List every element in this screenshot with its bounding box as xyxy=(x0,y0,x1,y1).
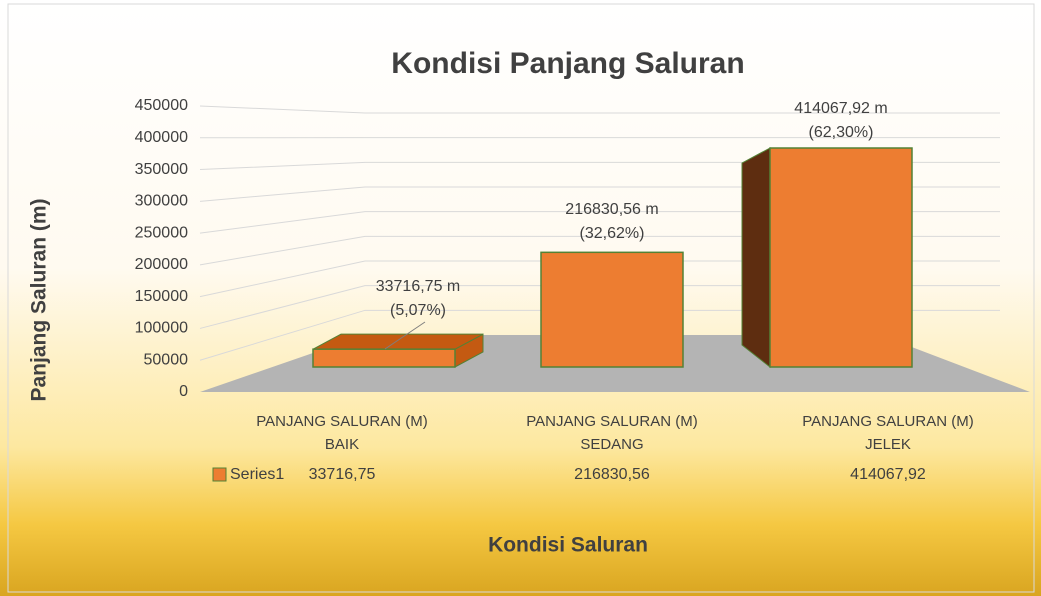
table-value: 216830,56 xyxy=(574,466,650,483)
bar-face xyxy=(312,348,456,368)
data-label: 414067,92 m (62,30%) xyxy=(794,100,888,141)
y-tick-label: 300000 xyxy=(135,193,188,210)
x-tick-label: PANJANG SALURAN (M) BAIK xyxy=(256,413,428,453)
bar xyxy=(741,147,913,369)
y-tick-label: 400000 xyxy=(135,129,188,146)
grid-line xyxy=(199,105,1000,114)
table-value: 33716,75 xyxy=(309,466,376,483)
y-tick-label: 100000 xyxy=(135,320,188,337)
x-tick-label: PANJANG SALURAN (M) SEDANG xyxy=(526,413,698,453)
table-value: 414067,92 xyxy=(850,466,926,483)
y-axis-title: Panjang Saluran (m) xyxy=(28,198,51,401)
y-tick-label: 350000 xyxy=(135,161,188,178)
bar xyxy=(540,251,684,368)
legend-swatch xyxy=(212,467,227,482)
data-label: 33716,75 m (5,07%) xyxy=(375,278,461,319)
legend-label: Series1 xyxy=(230,466,284,483)
bar-top xyxy=(312,333,484,350)
y-tick-label: 200000 xyxy=(135,256,188,273)
y-tick-label: 0 xyxy=(179,383,188,400)
y-tick-label: 150000 xyxy=(135,288,188,305)
x-tick-label: PANJANG SALURAN (M) JELEK xyxy=(802,413,974,453)
x-axis-title: Kondisi Saluran xyxy=(488,534,648,557)
border xyxy=(7,3,1035,593)
chart-title: Kondisi Panjang Saluran xyxy=(391,47,744,80)
bar-face xyxy=(769,147,913,368)
bar xyxy=(312,333,484,368)
y-tick-label: 450000 xyxy=(135,97,188,114)
bar-side xyxy=(741,147,771,369)
bar-face xyxy=(540,251,684,368)
data-label: 216830,56 m (32,62%) xyxy=(565,201,659,242)
y-tick-label: 250000 xyxy=(135,224,188,241)
y-tick-label: 50000 xyxy=(144,351,189,368)
leader-line xyxy=(384,321,426,350)
